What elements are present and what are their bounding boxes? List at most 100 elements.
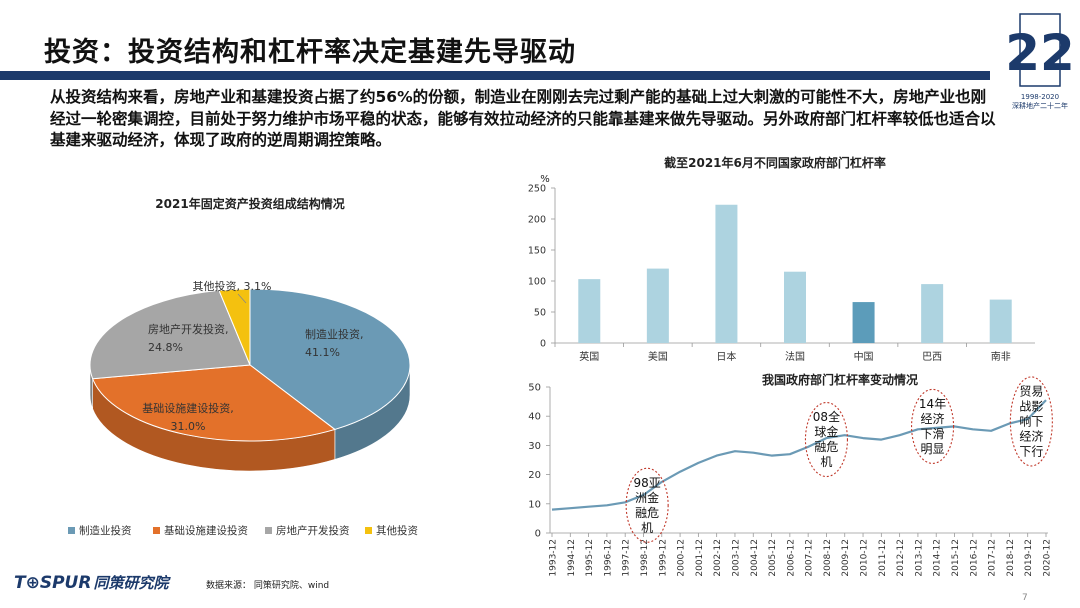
line-x-tick: 1999-12: [658, 539, 668, 577]
pie-legend-label: 其他投资: [376, 524, 418, 537]
bar: [715, 204, 738, 343]
line-x-tick: 2014-12: [933, 539, 943, 577]
pie-data-label: 房地产开发投资,: [148, 322, 229, 336]
line-y-tick: 50: [528, 383, 541, 394]
event-highlight-ellipse: [625, 467, 669, 543]
pie-legend-swatch: [153, 527, 160, 534]
line-x-tick: 1998-12: [640, 539, 650, 577]
line-x-tick: 2011-12: [878, 539, 888, 577]
line-x-tick: 2009-12: [841, 539, 851, 577]
line-y-tick: 0: [535, 529, 541, 540]
event-annotation-text: 球金: [814, 424, 838, 439]
pie-chart: 2021年固定资产投资组成结构情况 制造业投资, 41.1% 基础设施建设投资, 31…: [68, 196, 418, 537]
bar-x-tick: 中国: [854, 350, 874, 363]
line-series: [551, 399, 1047, 511]
line-x-tick: 2013-12: [914, 539, 924, 577]
pie-slice: [218, 288, 251, 366]
line-y-tick: 40: [528, 412, 541, 423]
bar-y-tick: 200: [528, 215, 546, 226]
bar: [578, 279, 601, 343]
pie-slice: [91, 364, 336, 442]
brand-name-cn: 同策研究院: [93, 574, 169, 592]
line-x-tick: 1995-12: [585, 539, 595, 577]
pie-data-label: 41.1%: [305, 346, 340, 359]
event-annotation-text: 经济: [921, 411, 945, 426]
bar-x-tick: 美国: [648, 350, 668, 363]
line-x-tick: 2019-12: [1024, 539, 1034, 577]
bar-y-tick: 150: [528, 246, 546, 257]
event-annotation-text: 融危: [814, 440, 838, 454]
line-x-tick: 2006-12: [786, 539, 796, 577]
pie-legend-swatch: [365, 527, 372, 534]
line-x-tick: 2001-12: [695, 539, 705, 577]
bar-y-tick: 0: [540, 339, 546, 350]
event-highlight-ellipse: [804, 402, 848, 478]
event-annotation-text: 洲金: [635, 490, 659, 505]
event-annotation-text: 98亚: [634, 476, 661, 490]
bar: [921, 284, 944, 343]
brand-name-en: T⊕SPUR: [14, 573, 92, 593]
line-x-tick: 2015-12: [951, 539, 961, 577]
line-x-tick: 1996-12: [603, 539, 613, 577]
event-annotation-text: 明显: [921, 442, 945, 456]
pie-legend-label: 房地产开发投资: [276, 524, 350, 537]
pie-data-label: 制造业投资,: [305, 327, 364, 341]
pie-data-label: 其他投资, 3.1%: [193, 279, 272, 293]
line-x-tick: 2000-12: [677, 539, 687, 577]
intro-paragraph: 从投资结构来看，房地产业和基建投资占据了约56%的份额，制造业在刚刚去完过剩产能…: [50, 88, 996, 149]
company-logo: 22 1998-2020 深耕地产二十二年: [1006, 8, 1074, 110]
event-annotation-text: 下滑: [921, 427, 945, 441]
bar: [989, 299, 1012, 343]
pie-data-label: 基础设施建设投资,: [142, 401, 234, 415]
line-x-tick: 2018-12: [1006, 539, 1016, 577]
bar-y-tick: 50: [534, 308, 546, 319]
page-number: 7: [1022, 593, 1028, 603]
line-x-tick: 2020-12: [1043, 539, 1053, 577]
bar-chart-title: 截至2021年6月不同国家政府部门杠杆率: [664, 155, 886, 170]
line-y-tick: 30: [528, 441, 541, 452]
bar-x-tick: 英国: [579, 350, 599, 363]
line-chart-title: 我国政府部门杠杆率变动情况: [762, 372, 918, 387]
bar-x-tick: 日本: [716, 350, 736, 363]
pie-slice: [89, 289, 251, 380]
event-annotation-text: 机: [641, 521, 653, 535]
bar-y-tick: 100: [528, 277, 546, 288]
bar-x-tick: 南非: [991, 350, 1011, 363]
event-annotation-text: 战影: [1019, 399, 1043, 413]
event-annotation-text: 下行: [1019, 444, 1043, 458]
event-annotation-text: 经济: [1019, 428, 1043, 443]
line-x-tick: 1997-12: [622, 539, 632, 577]
brand-logo: T⊕SPUR 同策研究院: [14, 572, 168, 593]
line-x-tick: 2002-12: [713, 539, 723, 577]
line-y-tick: 10: [528, 499, 541, 510]
bar: [852, 302, 875, 343]
pie-legend-label: 制造业投资: [79, 524, 132, 537]
bar: [784, 271, 806, 343]
pie-legend-swatch: [68, 527, 75, 534]
event-annotation-text: 机: [820, 455, 832, 469]
event-annotation-text: 08全: [813, 409, 840, 424]
bar-y-tick: 250: [528, 184, 546, 195]
line-x-tick: 1993-12: [549, 539, 559, 577]
bar-chart: 截至2021年6月不同国家政府部门杠杆率 % 0 50 100 150 200 250 英…: [528, 155, 1035, 363]
data-source: 数据来源： 同策研究院、wind: [206, 581, 330, 591]
pie-legend-swatch: [265, 527, 272, 534]
line-x-tick: 2007-12: [805, 539, 815, 577]
event-annotation-text: 融危: [635, 506, 659, 520]
line-x-tick: 2012-12: [896, 539, 906, 577]
bar-x-tick: 巴西: [922, 351, 942, 363]
line-x-tick: 2010-12: [860, 539, 870, 577]
bar-x-tick: 法国: [785, 350, 805, 363]
logo-years: 1998-2020: [1021, 93, 1059, 101]
line-x-tick: 2005-12: [768, 539, 778, 577]
pie-leader-line: [237, 293, 247, 304]
pie-chart-title: 2021年固定资产投资组成结构情况: [155, 196, 344, 211]
line-x-tick: 2016-12: [969, 539, 979, 577]
page-title: 投资：投资结构和杠杆率决定基建先导驱动: [44, 37, 576, 68]
line-x-tick: 2003-12: [731, 539, 741, 577]
line-x-tick: 2008-12: [823, 539, 833, 577]
line-y-tick: 20: [528, 470, 541, 481]
title-divider: [0, 71, 990, 80]
event-highlight-ellipse: [911, 388, 955, 464]
logo-number: 22: [1006, 24, 1074, 82]
